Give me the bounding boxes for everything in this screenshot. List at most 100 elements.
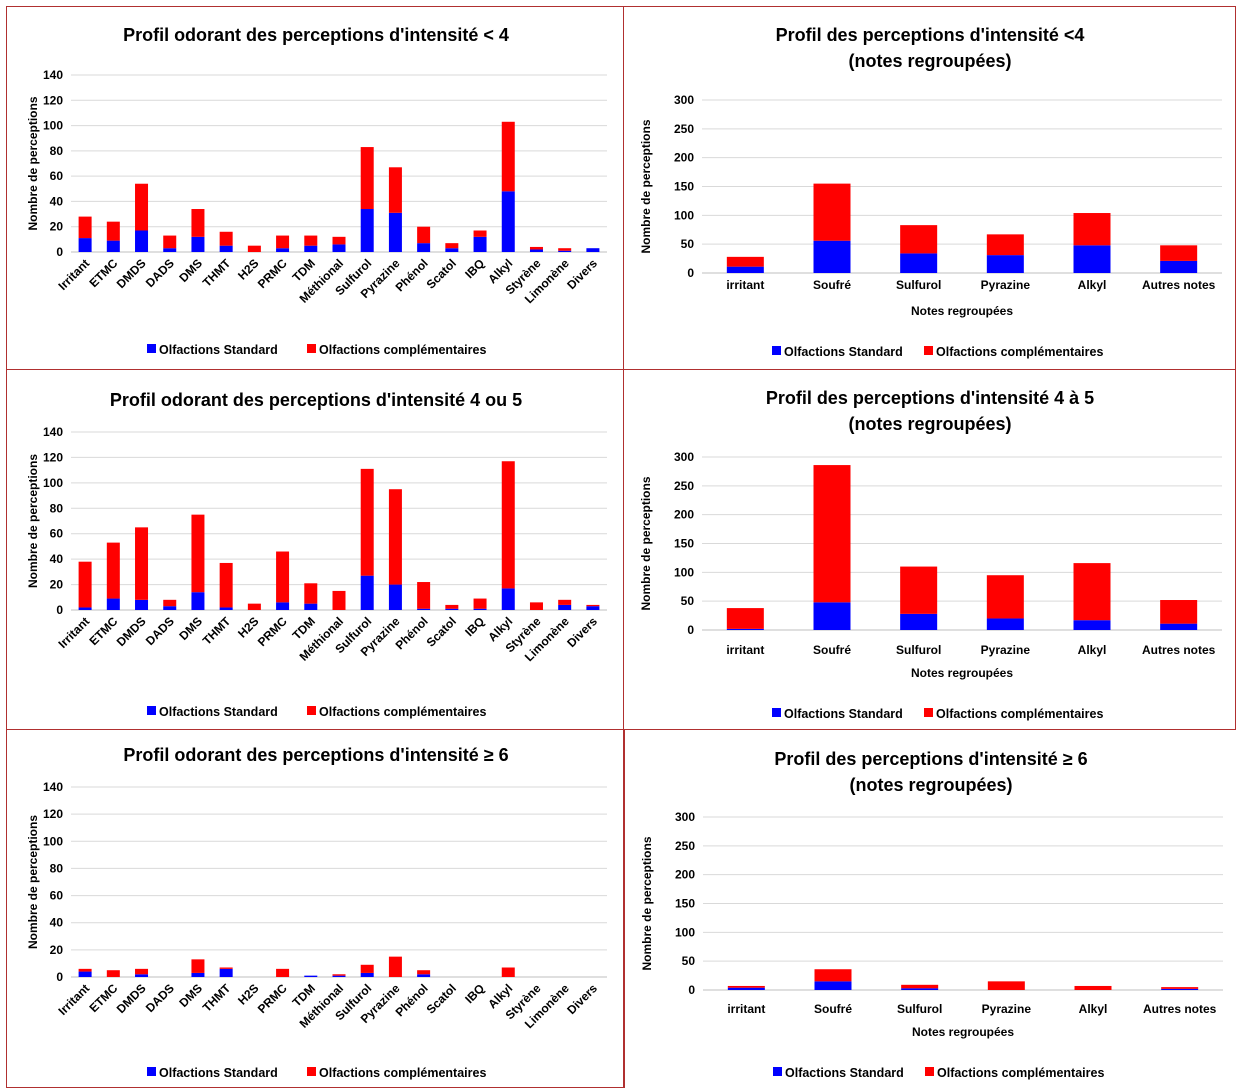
bar-complementaire-3 xyxy=(163,599,177,607)
y-tick-label: 100 xyxy=(43,834,63,848)
y-tick-label: 50 xyxy=(681,594,695,608)
bar-complementaire-3 xyxy=(987,981,1025,990)
bar-standard-3 xyxy=(163,606,177,610)
y-tick-label: 250 xyxy=(674,479,694,493)
bar-standard-12 xyxy=(417,243,431,252)
y-axis-label: Nombre de perceptions xyxy=(26,815,40,949)
bar-standard-4 xyxy=(1073,620,1111,630)
chart-panel-profil-sup6: Profil odorant des perceptions d'intensi… xyxy=(6,730,624,1088)
y-tick-label: 200 xyxy=(674,151,694,165)
legend-swatch-1 xyxy=(307,344,316,353)
bar-standard-1 xyxy=(106,240,120,252)
legend-swatch-0 xyxy=(147,1067,156,1076)
legend-entry-1: Olfactions complémentaires xyxy=(319,705,486,719)
bar-standard-5 xyxy=(219,968,233,977)
chart-panel-regroupe-4-5: Profil des perceptions d'intensité 4 à 5… xyxy=(624,370,1236,730)
bar-standard-7 xyxy=(276,602,290,610)
bar-complementaire-5 xyxy=(219,562,233,608)
y-tick-label: 0 xyxy=(56,245,63,259)
y-tick-label: 140 xyxy=(43,68,63,82)
bar-complementaire-18 xyxy=(586,604,600,607)
x-tick-label: Irritant xyxy=(55,256,92,293)
chart-svg: Profil des perceptions d'intensité ≥ 6 (n… xyxy=(640,749,1223,1080)
legend-swatch-0 xyxy=(147,344,156,353)
chart-title: Profil odorant des perceptions d'intensi… xyxy=(110,390,522,410)
y-tick-label: 100 xyxy=(43,119,63,133)
y-axis-label: Nombre de perceptions xyxy=(639,119,653,253)
y-tick-label: 60 xyxy=(50,527,64,541)
x-tick-label: IBQ xyxy=(462,614,487,639)
bar-complementaire-7 xyxy=(276,551,290,603)
y-tick-label: 120 xyxy=(43,93,63,107)
x-tick-label: Divers xyxy=(564,981,600,1017)
bar-complementaire-14 xyxy=(473,230,487,237)
y-tick-label: 100 xyxy=(675,925,695,939)
bar-standard-5 xyxy=(219,607,233,610)
bar-standard-15 xyxy=(501,191,515,252)
bar-standard-4 xyxy=(1073,245,1111,273)
y-tick-label: 0 xyxy=(687,623,694,637)
bar-standard-17 xyxy=(558,250,572,252)
bar-standard-2 xyxy=(900,613,938,630)
bar-standard-5 xyxy=(1160,260,1198,273)
x-tick-label: Alkyl xyxy=(1078,278,1107,292)
bar-standard-4 xyxy=(191,236,205,252)
bar-complementaire-13 xyxy=(445,243,459,249)
x-tick-label: DMDS xyxy=(114,614,149,649)
chart-title: Profil odorant des perceptions d'intensi… xyxy=(123,745,508,765)
bar-standard-12 xyxy=(417,608,431,610)
x-tick-label: Alkyl xyxy=(1078,643,1107,657)
bar-complementaire-8 xyxy=(304,583,318,604)
bar-standard-3 xyxy=(163,248,177,252)
y-tick-label: 80 xyxy=(50,861,64,875)
bar-complementaire-15 xyxy=(501,121,515,192)
bar-standard-17 xyxy=(558,604,572,610)
bar-standard-9 xyxy=(332,975,346,977)
y-tick-label: 20 xyxy=(50,220,64,234)
y-tick-label: 100 xyxy=(674,208,694,222)
legend-swatch-1 xyxy=(924,346,933,355)
y-tick-label: 50 xyxy=(681,237,695,251)
bar-complementaire-15 xyxy=(501,967,515,977)
y-axis-label: Nombre de perceptions xyxy=(639,476,653,610)
bar-complementaire-16 xyxy=(529,602,543,610)
legend-entry-1: Olfactions complémentaires xyxy=(937,1066,1104,1080)
x-tick-label: Irritant xyxy=(55,981,92,1018)
y-tick-label: 20 xyxy=(50,578,64,592)
bar-complementaire-3 xyxy=(986,234,1024,256)
x-tick-label: DMDS xyxy=(114,256,149,291)
y-tick-label: 100 xyxy=(674,565,694,579)
x-tick-label: THMT xyxy=(200,981,234,1015)
bar-complementaire-5 xyxy=(219,967,233,969)
chart-subtitle: (notes regroupées) xyxy=(848,51,1011,71)
bar-standard-4 xyxy=(191,592,205,610)
x-tick-label: Sulfurol xyxy=(896,278,941,292)
x-tick-label: Pyrazine xyxy=(981,643,1031,657)
y-tick-label: 200 xyxy=(674,508,694,522)
y-tick-label: 60 xyxy=(50,169,64,183)
chart-subtitle: (notes regroupées) xyxy=(848,414,1011,434)
legend-entry-0: Olfactions Standard xyxy=(784,345,903,359)
legend-entry-0: Olfactions Standard xyxy=(784,707,903,721)
bar-complementaire-3 xyxy=(163,235,177,249)
y-tick-label: 0 xyxy=(56,603,63,617)
legend-entry-0: Olfactions Standard xyxy=(159,1066,278,1080)
chart-title: Profil des perceptions d'intensité ≥ 6 xyxy=(774,749,1087,769)
bar-standard-14 xyxy=(473,608,487,610)
bar-complementaire-12 xyxy=(417,226,431,244)
x-tick-label: irritant xyxy=(726,278,764,292)
bar-standard-0 xyxy=(726,628,764,630)
x-tick-label: irritant xyxy=(726,643,764,657)
bar-complementaire-0 xyxy=(726,256,764,267)
x-tick-label: Autres notes xyxy=(1142,278,1216,292)
chart-svg: Profil odorant des perceptions d'intensi… xyxy=(26,25,607,357)
bar-standard-15 xyxy=(501,588,515,610)
chart-panel-regroupe-sup6: Profil des perceptions d'intensité ≥ 6 (n… xyxy=(624,730,1236,1088)
x-tick-label: DADS xyxy=(143,614,177,648)
y-axis-label: Nombre de perceptions xyxy=(26,454,40,588)
chart-panel-profil-4-5: Profil odorant des perceptions d'intensi… xyxy=(6,370,624,730)
bar-standard-0 xyxy=(78,971,92,977)
legend-swatch-1 xyxy=(924,708,933,717)
bar-complementaire-1 xyxy=(813,465,851,603)
y-tick-label: 80 xyxy=(50,501,64,515)
